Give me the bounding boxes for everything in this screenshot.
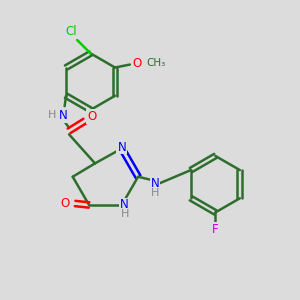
- Text: H: H: [151, 188, 159, 198]
- Text: O: O: [61, 197, 70, 210]
- Text: H: H: [48, 110, 56, 120]
- Text: O: O: [133, 57, 142, 70]
- Text: Cl: Cl: [65, 25, 77, 38]
- Text: H: H: [121, 209, 129, 220]
- Text: CH₃: CH₃: [146, 58, 165, 68]
- Text: N: N: [117, 140, 126, 154]
- Text: N: N: [59, 109, 68, 122]
- Text: O: O: [87, 110, 97, 123]
- Text: N: N: [151, 177, 159, 190]
- Text: N: N: [120, 199, 129, 212]
- Text: F: F: [212, 223, 219, 236]
